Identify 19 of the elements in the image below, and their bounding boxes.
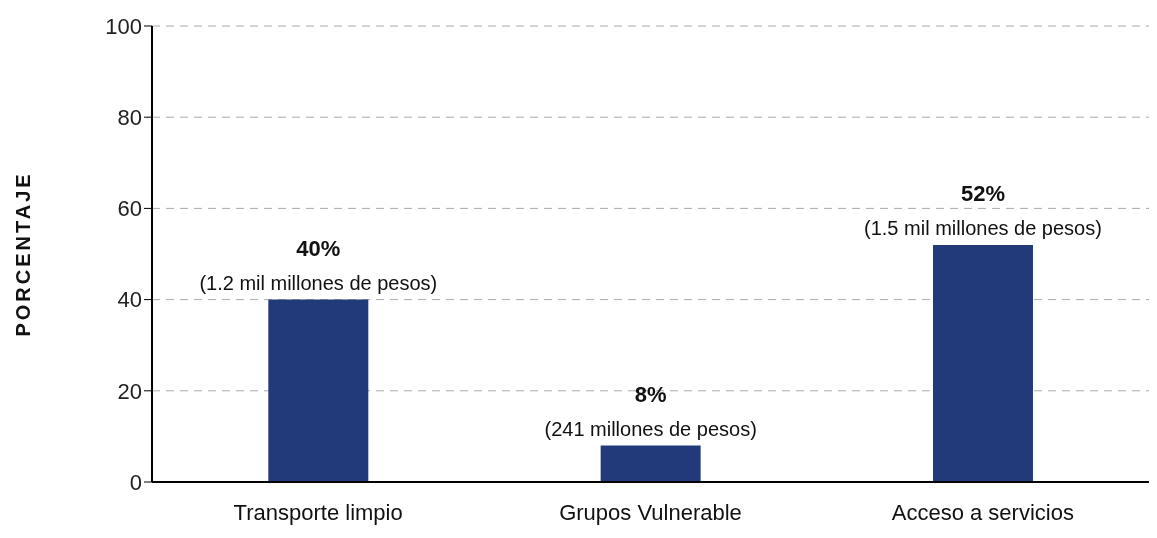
y-tick-label: 0 xyxy=(129,469,142,495)
x-tick-label: Transporte limpio xyxy=(233,499,403,525)
bar xyxy=(932,244,1033,482)
y-axis-title: PORCENTAJE xyxy=(12,171,35,337)
y-tick-label: 20 xyxy=(117,378,142,404)
annotation: (1.5 mil millones de pesos) xyxy=(864,216,1102,239)
x-tick-label: Grupos Vulnerable xyxy=(559,499,742,525)
y-tick-label: 40 xyxy=(117,287,142,313)
bar xyxy=(268,299,369,482)
annotation: (241 millones de pesos) xyxy=(544,417,757,440)
y-tick-label: 60 xyxy=(117,196,142,222)
y-tick-label: 80 xyxy=(117,105,142,131)
data-label: 8% xyxy=(634,381,667,407)
data-label: 52% xyxy=(960,180,1006,206)
x-tick-label: Acceso a servicios xyxy=(891,499,1074,525)
annotation: (1.2 mil millones de pesos) xyxy=(199,271,438,294)
y-tick-label: 100 xyxy=(105,13,142,39)
data-label: 40% xyxy=(296,235,341,261)
bar xyxy=(600,445,701,482)
